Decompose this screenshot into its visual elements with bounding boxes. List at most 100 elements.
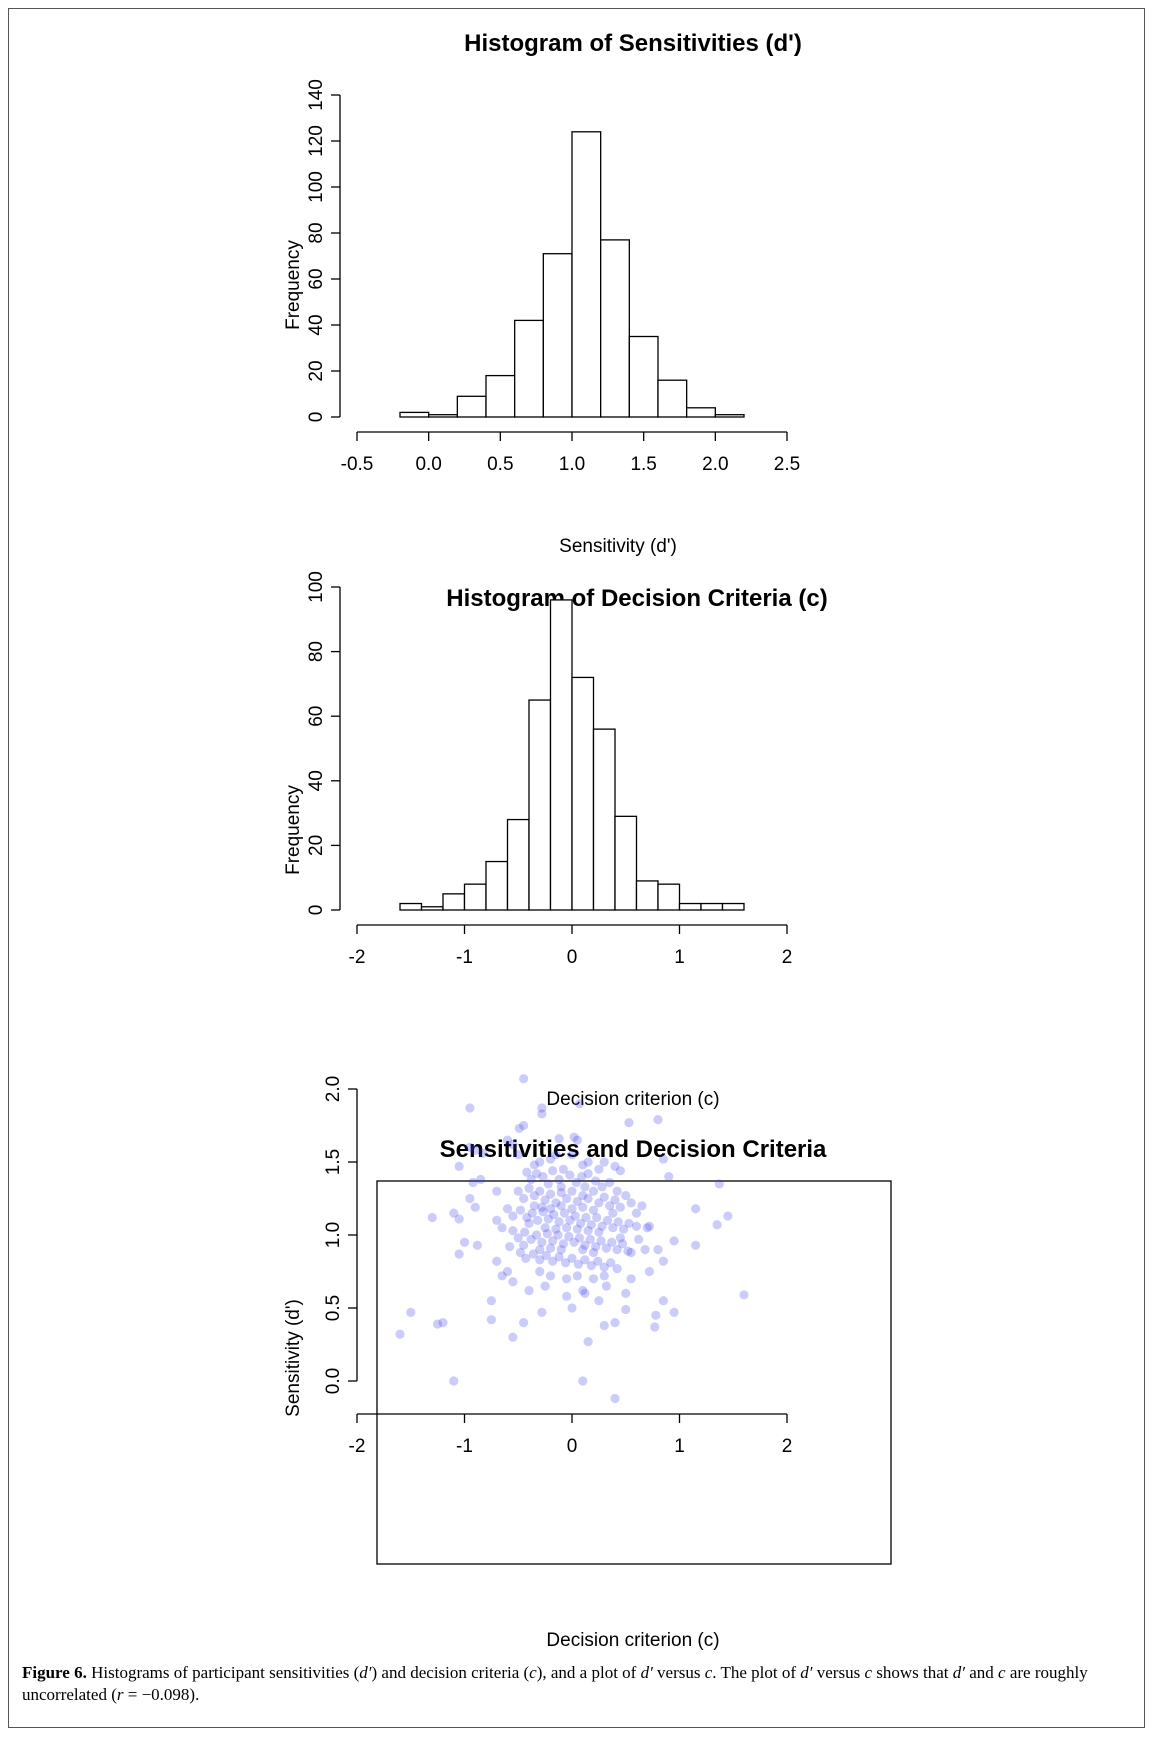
histogram-bar bbox=[420, 906, 444, 911]
x-axis-label: Sensitivity (d') bbox=[559, 536, 677, 557]
scatter-point bbox=[526, 1234, 536, 1244]
histogram-bar bbox=[628, 335, 659, 418]
scatter-point bbox=[537, 1103, 547, 1113]
scatter-point bbox=[541, 1250, 551, 1261]
scatter-point bbox=[545, 1154, 556, 1164]
scatter-point bbox=[664, 1172, 674, 1182]
histogram-bar bbox=[506, 818, 530, 911]
scatter-point bbox=[560, 1258, 571, 1268]
scatter-point bbox=[599, 1320, 609, 1331]
chart-title: Histogram of Decision Criteria (c) bbox=[446, 585, 827, 612]
scatter-point bbox=[519, 1074, 529, 1084]
histogram-bar bbox=[528, 699, 552, 911]
scatter-point bbox=[519, 1193, 529, 1204]
histogram-bar bbox=[614, 815, 638, 911]
scatter-point bbox=[612, 1263, 622, 1274]
scatter-point bbox=[612, 1186, 622, 1196]
plot-box bbox=[376, 1180, 892, 1565]
scatter-point bbox=[626, 1274, 636, 1284]
caption-fragment: ) and decision criteria ( bbox=[371, 1663, 530, 1682]
x-tick-label: 2 bbox=[782, 1436, 793, 1457]
scatter-point bbox=[497, 1223, 507, 1233]
caption-math: c bbox=[864, 1663, 872, 1682]
scatter-point bbox=[591, 1242, 601, 1252]
scatter-point bbox=[513, 1150, 523, 1160]
scatter-point bbox=[565, 1170, 575, 1180]
scatter-point bbox=[739, 1290, 749, 1300]
histogram-bar bbox=[542, 253, 573, 418]
scatter-point bbox=[623, 1246, 633, 1256]
histogram-bar bbox=[571, 676, 595, 911]
caption-math: d′ bbox=[359, 1663, 372, 1682]
scatter-point bbox=[543, 1214, 553, 1224]
scatter-point bbox=[658, 1154, 668, 1164]
scatter-point bbox=[640, 1245, 650, 1255]
scatter-point bbox=[597, 1221, 607, 1231]
x-tick-label: 1 bbox=[674, 947, 685, 968]
scatter-point bbox=[521, 1253, 531, 1263]
y-tick-label: 100 bbox=[306, 171, 327, 203]
scatter-point bbox=[569, 1237, 579, 1247]
scatter-point bbox=[540, 1281, 550, 1291]
caption-math: c bbox=[998, 1663, 1006, 1682]
scatter-point bbox=[578, 1202, 588, 1212]
scatter-point bbox=[524, 1218, 534, 1228]
histogram-bar bbox=[442, 893, 466, 911]
scatter-point bbox=[529, 1160, 539, 1170]
scatter-point bbox=[723, 1211, 733, 1221]
scatter-point bbox=[577, 1172, 587, 1182]
scatter-point bbox=[427, 1212, 437, 1223]
scatter-point bbox=[580, 1240, 590, 1250]
scatter-point bbox=[613, 1217, 623, 1227]
caption-fragment: . The plot of bbox=[712, 1663, 801, 1682]
scatter-point bbox=[596, 1236, 606, 1246]
scatter-point bbox=[545, 1189, 556, 1199]
scatter-point bbox=[658, 1256, 668, 1266]
sensitivity-vs-criterion-scatter: Sensitivities and Decision Criteria Deci… bbox=[283, 1074, 892, 1651]
scatter-point bbox=[610, 1318, 620, 1328]
caption-math: c bbox=[704, 1663, 713, 1682]
histogram-bars bbox=[399, 599, 745, 911]
scatter-point bbox=[513, 1186, 523, 1196]
scatter-point bbox=[599, 1157, 609, 1167]
scatter-point bbox=[519, 1120, 529, 1131]
scatter-point bbox=[470, 1145, 480, 1155]
sensitivity-histogram: Histogram of Sensitivities (d') Sensitiv… bbox=[283, 30, 802, 557]
x-tick-label: 0.0 bbox=[415, 454, 441, 475]
scatter-point bbox=[508, 1211, 518, 1221]
scatter-point bbox=[543, 1179, 553, 1189]
scatter-point bbox=[554, 1174, 564, 1185]
scatter-point bbox=[626, 1198, 636, 1208]
histogram-bar bbox=[600, 239, 630, 418]
caption-fragment: Histograms of participant sensitivities … bbox=[86, 1663, 360, 1682]
scatter-point bbox=[470, 1202, 480, 1212]
scatter-point bbox=[567, 1204, 577, 1214]
x-tick-label: -0.5 bbox=[341, 454, 374, 475]
scatter-point bbox=[572, 1135, 582, 1145]
scatter-point bbox=[621, 1190, 631, 1201]
caption-fragment: and bbox=[964, 1663, 999, 1682]
y-axis: 0.0 0.5 1.0 1.5 2.0 bbox=[323, 1076, 358, 1394]
scatter-point bbox=[578, 1376, 588, 1386]
scatter-point bbox=[691, 1204, 701, 1214]
x-tick-label: 1.5 bbox=[630, 454, 656, 475]
scatter-point bbox=[642, 1223, 652, 1233]
scatter-point bbox=[465, 1142, 475, 1152]
y-axis: 0 20 40 60 80 100 120 140 bbox=[306, 79, 341, 422]
scatter-point bbox=[578, 1160, 588, 1170]
scatter-point bbox=[583, 1169, 593, 1179]
scatter-point bbox=[621, 1288, 631, 1298]
scatter-point bbox=[653, 1115, 663, 1125]
scatter-point bbox=[571, 1177, 581, 1188]
scatter-point bbox=[653, 1245, 663, 1255]
scatter-point bbox=[459, 1237, 470, 1247]
scatter-point bbox=[556, 1182, 566, 1192]
scatter-point bbox=[610, 1195, 620, 1205]
scatter-point bbox=[573, 1259, 584, 1269]
scatter-point bbox=[607, 1237, 617, 1247]
scatter-point bbox=[535, 1157, 545, 1167]
caption-fragment: versus bbox=[652, 1663, 705, 1682]
scatter-point bbox=[583, 1226, 593, 1236]
scatter-point bbox=[610, 1393, 620, 1404]
scatter-point bbox=[548, 1256, 558, 1266]
